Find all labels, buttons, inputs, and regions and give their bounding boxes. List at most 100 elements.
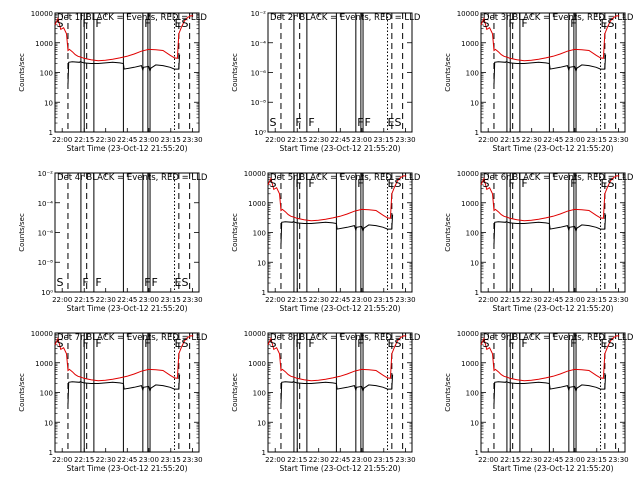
marker-annotation: F xyxy=(144,276,150,289)
detector-panel-2: Det 2r BLACK = Events, RED = LLD Counts/s… xyxy=(231,10,421,153)
y-tick-label: 1000 xyxy=(248,360,266,368)
x-tick-label: 23:00 xyxy=(139,296,159,304)
x-tick-label: 22:45 xyxy=(543,136,563,144)
panel-title: Det 1f BLACK = Events, RED = LLD xyxy=(57,13,207,23)
x-tick-label: 23:30 xyxy=(608,136,628,144)
x-tick-label: 22:30 xyxy=(522,456,542,464)
marker-annotation: F xyxy=(364,116,370,129)
y-tick-label: 1 xyxy=(49,449,53,457)
marker-annotation: F xyxy=(295,337,301,350)
marker-annotation: F xyxy=(570,177,576,190)
y-tick-label: 10 xyxy=(470,99,479,107)
x-tick-label: 22:15 xyxy=(74,456,94,464)
x-tick-label: 23:15 xyxy=(161,456,181,464)
series-line-events xyxy=(493,54,607,85)
plot-frame xyxy=(267,12,413,133)
marker-annotation: F xyxy=(570,17,576,30)
marker-annotation: F xyxy=(508,337,514,350)
plot-frame xyxy=(267,332,413,453)
y-tick-label: 100 xyxy=(466,390,479,398)
y-tick-label: 10000 xyxy=(457,10,479,18)
y-tick-label: 10000 xyxy=(31,330,53,338)
x-axis-label: Start Time (23-Oct-12 21:55:20) xyxy=(492,464,613,473)
y-axis-label: Counts/sec xyxy=(18,373,26,412)
x-tick-label: 22:45 xyxy=(117,136,137,144)
y-axis-label: Counts/sec xyxy=(231,53,239,92)
x-tick-label: 22:30 xyxy=(522,136,542,144)
y-tick-label: 10 xyxy=(44,419,53,427)
y-tick-label: 10⁻⁴ xyxy=(251,40,267,48)
y-tick-label: 1 xyxy=(475,289,479,297)
series-line-lld xyxy=(480,335,620,382)
y-axis-label: Counts/sec xyxy=(444,53,452,92)
series-line-lld xyxy=(54,335,194,382)
y-tick-label: 100 xyxy=(253,390,266,398)
x-tick-label: 22:30 xyxy=(522,296,542,304)
detector-panel-5: Det 5r BLACK = Events, RED = LLD Counts/s… xyxy=(231,170,421,313)
y-axis-label: Counts/sec xyxy=(18,213,26,252)
y-tick-label: 1 xyxy=(262,449,266,457)
x-axis-label: Start Time (23-Oct-12 21:55:20) xyxy=(492,144,613,153)
y-axis-label: Counts/sec xyxy=(231,213,239,252)
marker-annotation: F xyxy=(570,337,576,350)
marker-annotation: ES xyxy=(175,337,189,350)
x-tick-label: 22:00 xyxy=(478,296,498,304)
y-tick-label: 10⁻⁸ xyxy=(38,259,54,267)
detector-panel-1: Det 1f BLACK = Events, RED = LLD Counts/s… xyxy=(18,10,207,153)
marker-annotation: ES xyxy=(601,337,615,350)
y-tick-label: 10⁻⁸ xyxy=(251,99,267,107)
y-tick-label: 1000 xyxy=(35,40,53,48)
panel-title: Det 6r BLACK = Events, RED = LLD xyxy=(483,173,634,183)
x-tick-label: 22:45 xyxy=(330,456,350,464)
marker-annotation: F xyxy=(521,337,527,350)
marker-annotation: S xyxy=(269,177,276,190)
y-axis-label: Counts/sec xyxy=(18,53,26,92)
y-tick-label: 10000 xyxy=(244,330,266,338)
x-tick-label: 23:00 xyxy=(565,456,585,464)
marker-annotation: F xyxy=(357,177,363,190)
marker-annotation: F xyxy=(82,337,88,350)
series-line-lld xyxy=(267,335,407,382)
marker-annotation: S xyxy=(269,337,276,350)
x-tick-label: 22:00 xyxy=(265,456,285,464)
y-tick-label: 100 xyxy=(253,230,266,238)
x-tick-label: 22:15 xyxy=(287,136,307,144)
panel-title: Det 4r BLACK = Events, RED = LLD xyxy=(57,173,208,183)
marker-annotation: ES xyxy=(388,337,402,350)
plot-frame xyxy=(480,12,626,133)
x-tick-label: 22:00 xyxy=(52,296,72,304)
panel-title: Det 8r BLACK = Events, RED = LLD xyxy=(270,333,421,343)
marker-annotation: ES xyxy=(388,177,402,190)
marker-annotation: F xyxy=(151,276,157,289)
y-tick-label: 10⁻⁴ xyxy=(38,200,54,208)
plot-frame xyxy=(54,332,200,453)
marker-annotation: F xyxy=(357,116,363,129)
x-tick-label: 23:30 xyxy=(182,136,202,144)
series-line-lld xyxy=(480,175,620,222)
marker-annotation: S xyxy=(56,337,63,350)
x-tick-label: 23:30 xyxy=(395,136,415,144)
x-tick-label: 22:45 xyxy=(543,296,563,304)
plot-frame xyxy=(267,172,413,293)
x-axis-label: Start Time (23-Oct-12 21:55:20) xyxy=(279,304,400,313)
marker-annotation: ES xyxy=(388,116,402,129)
x-tick-label: 23:15 xyxy=(374,456,394,464)
y-axis-label: Counts/sec xyxy=(444,213,452,252)
y-tick-label: 1000 xyxy=(35,360,53,368)
x-tick-label: 23:15 xyxy=(161,136,181,144)
x-tick-label: 23:30 xyxy=(395,296,415,304)
x-tick-label: 22:00 xyxy=(265,136,285,144)
x-tick-label: 22:15 xyxy=(74,296,94,304)
x-tick-label: 23:00 xyxy=(565,136,585,144)
marker-annotation: S xyxy=(482,17,489,30)
y-tick-label: 10⁻⁶ xyxy=(38,229,54,237)
marker-annotation: F xyxy=(308,177,314,190)
plot-frame xyxy=(54,172,200,293)
marker-annotation: F xyxy=(82,276,88,289)
x-tick-label: 22:45 xyxy=(543,456,563,464)
x-tick-label: 22:15 xyxy=(74,136,94,144)
x-tick-label: 22:15 xyxy=(500,136,520,144)
y-tick-label: 10000 xyxy=(244,170,266,178)
y-tick-label: 100 xyxy=(466,230,479,238)
x-tick-label: 23:30 xyxy=(182,296,202,304)
